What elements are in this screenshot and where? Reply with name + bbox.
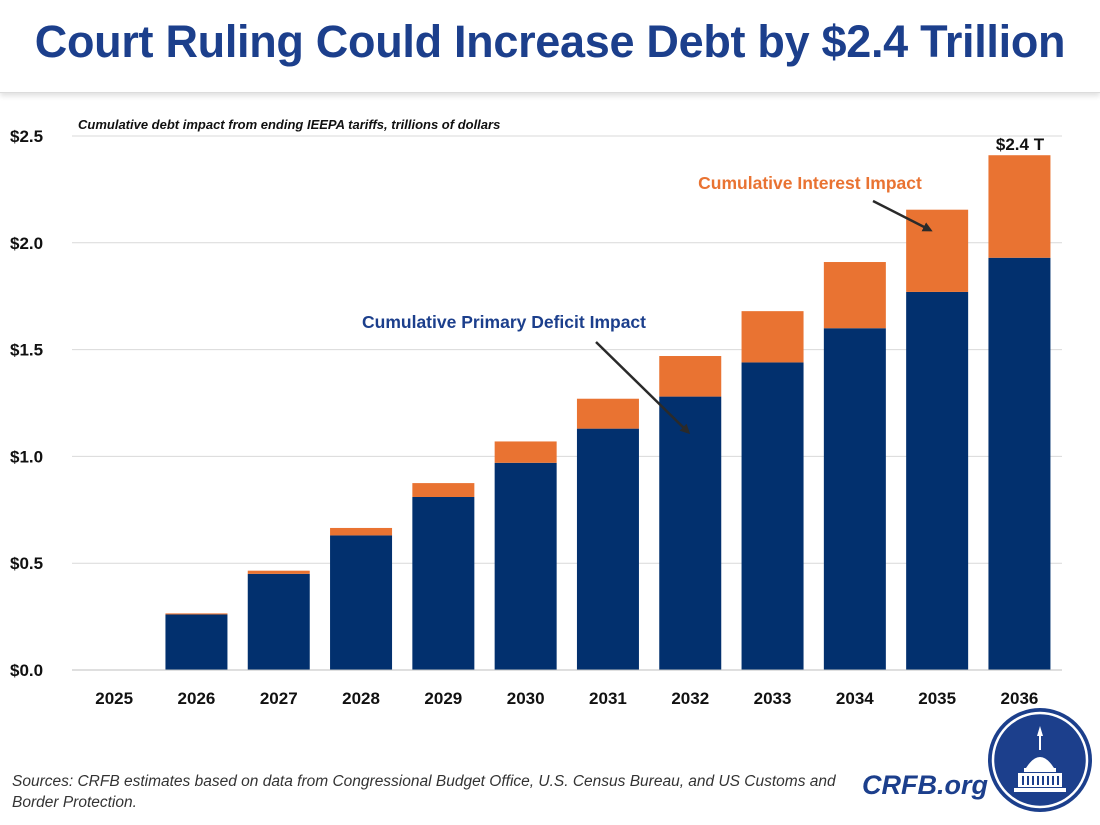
y-tick-label: $2.0 (10, 234, 43, 253)
chart-subtitle: Cumulative debt impact from ending IEEPA… (78, 117, 500, 132)
bar-interest-2028 (330, 527, 393, 536)
bar-interest-2031 (576, 398, 639, 429)
y-tick-label: $0.0 (10, 661, 43, 680)
y-tick-label: $2.5 (10, 127, 43, 146)
x-axis: 2025 2026 2027 2028 2029 2030 2031 2032 2033 2034… (95, 689, 1038, 708)
x-tick-label: 2033 (754, 689, 792, 708)
y-tick-label: $1.5 (10, 341, 43, 360)
sources-note: Sources: CRFB estimates based on data fr… (12, 773, 836, 811)
x-tick-label: 2036 (1001, 689, 1039, 708)
gridlines (72, 135, 1062, 564)
bar-interest-2033 (741, 311, 804, 363)
bar-primary-2036 (988, 257, 1051, 670)
x-tick-label: 2030 (507, 689, 545, 708)
site-link[interactable]: CRFB.org (862, 770, 988, 800)
bars (165, 155, 1051, 670)
chart: Cumulative debt impact from ending IEEPA… (10, 117, 1062, 708)
header: Court Ruling Could Increase Debt by $2.4… (0, 0, 1100, 93)
x-tick-label: 2027 (260, 689, 298, 708)
bar-interest-2026 (165, 613, 228, 615)
bar-primary-2028 (330, 535, 393, 670)
bar-primary-2035 (906, 291, 969, 670)
bar-primary-2032 (659, 396, 722, 670)
bar-primary-2029 (412, 496, 475, 670)
interest-label: Cumulative Interest Impact (698, 173, 922, 193)
crfb-capitol-logo (988, 708, 1092, 812)
bar-primary-2030 (494, 462, 557, 670)
bar-interest-2036 (988, 155, 1051, 258)
x-tick-label: 2032 (671, 689, 709, 708)
bar-primary-2031 (576, 428, 639, 670)
bar-primary-2034 (823, 328, 886, 670)
x-tick-label: 2029 (424, 689, 462, 708)
x-tick-label: 2026 (178, 689, 216, 708)
bar-interest-2032 (659, 356, 722, 397)
x-tick-label: 2034 (836, 689, 874, 708)
bar-interest-2030 (494, 441, 557, 463)
x-tick-label: 2035 (918, 689, 956, 708)
bar-interest-2034 (823, 262, 886, 329)
primary-label: Cumulative Primary Deficit Impact (362, 312, 646, 332)
x-tick-label: 2025 (95, 689, 133, 708)
x-tick-label: 2031 (589, 689, 627, 708)
y-tick-label: $0.5 (10, 554, 43, 573)
page-title: Court Ruling Could Increase Debt by $2.4… (34, 16, 1066, 67)
y-tick-label: $1.0 (10, 447, 43, 466)
bar-primary-2026 (165, 614, 228, 670)
bar-primary-2033 (741, 362, 804, 670)
total-label: $2.4 T (996, 135, 1045, 154)
bar-interest-2029 (412, 483, 475, 497)
primary-arrow (595, 341, 691, 435)
y-axis: $0.0 $0.5 $1.0 $1.5 $2.0 $2.5 (10, 127, 43, 680)
interest-arrow (872, 199, 933, 232)
x-tick-label: 2028 (342, 689, 380, 708)
bar-interest-2027 (247, 570, 310, 574)
bar-primary-2027 (247, 573, 310, 670)
